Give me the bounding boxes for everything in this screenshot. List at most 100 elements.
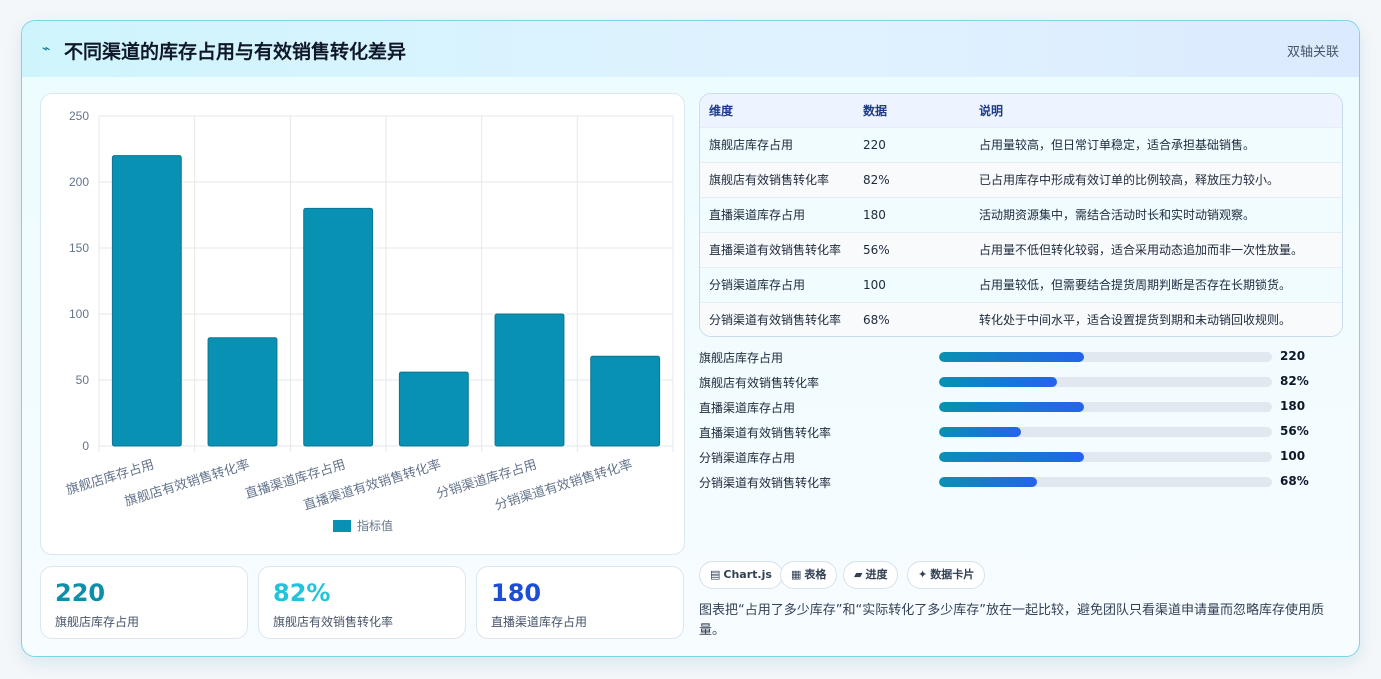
bar-chart: 050100150200250旗舰店库存占用旗舰店有效销售转化率直播渠道库存占用… bbox=[64, 109, 674, 533]
progress-fill bbox=[939, 427, 1021, 437]
chip-table[interactable]: ▦ 表格 bbox=[780, 561, 838, 589]
table-header-note: 说明 bbox=[979, 103, 1004, 118]
progress-fill bbox=[939, 477, 1038, 487]
chip-label: 表格 bbox=[804, 568, 827, 581]
table-row: 分销渠道有效销售转化率 68% 转化处于中间水平，适合设置提货到期和未动销回收规则。 bbox=[700, 302, 1342, 336]
table-row: 旗舰店有效销售转化率 82% 已占用库存中形成有效订单的比例较高，释放压力较小。 bbox=[700, 162, 1342, 197]
progress-label: 分销渠道库存占用 bbox=[699, 451, 796, 465]
bar bbox=[111, 155, 182, 447]
y-tick-label: 200 bbox=[69, 175, 89, 189]
table-cell-data: 180 bbox=[863, 207, 886, 222]
progress-label: 直播渠道库存占用 bbox=[699, 401, 796, 415]
progress-value: 100 bbox=[1280, 449, 1306, 463]
data-table: 维度 数据 说明 旗舰店库存占用 220 占用量较高，但日常订单稳定，适合承担基础销… bbox=[699, 93, 1343, 337]
chip-label: 数据卡片 bbox=[930, 568, 975, 581]
table-header-data: 数据 bbox=[863, 103, 888, 118]
table-cell-note: 占用量较低，但需要结合提货周期判断是否存在长期锁货。 bbox=[979, 278, 1292, 292]
table-icon: ▦ bbox=[791, 568, 802, 581]
progress-fill bbox=[939, 352, 1084, 362]
bar bbox=[303, 207, 374, 447]
progress-label: 旗舰店有效销售转化率 bbox=[699, 376, 820, 390]
header-tag: 双轴关联 bbox=[1286, 45, 1339, 60]
stat-value: 180 bbox=[491, 579, 542, 607]
y-tick-label: 0 bbox=[82, 439, 89, 453]
stat-value: 220 bbox=[55, 579, 106, 607]
chart-description: 图表把“占用了多少库存”和“实际转化了多少库存”放在一起比较，避免团队只看渠道申… bbox=[699, 603, 1324, 638]
table-row: 旗舰店库存占用 220 占用量较高，但日常订单稳定，适合承担基础销售。 bbox=[700, 127, 1342, 162]
stat-card: 220 旗舰店库存占用 bbox=[40, 566, 248, 639]
table-cell-dimension: 旗舰店有效销售转化率 bbox=[709, 173, 830, 187]
stat-label: 旗舰店库存占用 bbox=[55, 615, 140, 629]
chart-icon: ▤ bbox=[710, 568, 721, 581]
table-cell-dimension: 直播渠道有效销售转化率 bbox=[709, 243, 842, 257]
progress-label: 直播渠道有效销售转化率 bbox=[699, 426, 832, 440]
page-title: 不同渠道的库存占用与有效销售转化差异 bbox=[64, 41, 407, 63]
progress-fill bbox=[939, 402, 1084, 412]
progress-track bbox=[939, 452, 1272, 462]
progress-row: 旗舰店库存占用 220 bbox=[699, 345, 1343, 370]
chip-label: Chart.js bbox=[723, 568, 772, 581]
pulse-icon: ⌁ bbox=[42, 41, 51, 57]
progress-value: 56% bbox=[1280, 424, 1309, 438]
table-cell-data: 56% bbox=[863, 242, 890, 257]
progress-list: 旗舰店库存占用 220 旗舰店有效销售转化率 82% 直播渠道库存占用 180 直播渠道有效… bbox=[699, 345, 1343, 495]
table-header-dimension: 维度 bbox=[709, 103, 734, 118]
table-cell-note: 已占用库存中形成有效订单的比例较高，释放压力较小。 bbox=[979, 173, 1280, 187]
table-cell-note: 活动期资源集中，需结合活动时长和实时动销观察。 bbox=[979, 208, 1256, 222]
card-icon: ✦ bbox=[918, 568, 928, 581]
chip-label: 进度 bbox=[865, 568, 888, 581]
table-cell-dimension: 旗舰店库存占用 bbox=[709, 138, 794, 152]
bar bbox=[590, 355, 661, 447]
table-row: 分销渠道库存占用 100 占用量较低，但需要结合提货周期判断是否存在长期锁货。 bbox=[700, 267, 1342, 302]
progress-row: 直播渠道有效销售转化率 56% bbox=[699, 420, 1343, 445]
table-cell-note: 占用量较高，但日常订单稳定，适合承担基础销售。 bbox=[979, 138, 1256, 152]
y-tick-label: 250 bbox=[69, 109, 89, 123]
chip-progress[interactable]: ▰ 进度 bbox=[843, 561, 899, 589]
progress-label: 分销渠道有效销售转化率 bbox=[699, 476, 832, 490]
progress-value: 220 bbox=[1280, 349, 1306, 363]
progress-row: 分销渠道库存占用 100 bbox=[699, 445, 1343, 470]
progress-label: 旗舰店库存占用 bbox=[699, 351, 784, 365]
stat-card: 180 直播渠道库存占用 bbox=[476, 566, 684, 639]
stat-value: 82% bbox=[273, 579, 331, 607]
y-tick-label: 100 bbox=[69, 307, 89, 321]
table-cell-note: 占用量不低但转化较弱，适合采用动态追加而非一次性放量。 bbox=[979, 243, 1304, 257]
table-cell-dimension: 分销渠道有效销售转化率 bbox=[709, 313, 842, 328]
card-header: ⌁ 不同渠道的库存占用与有效销售转化差异 双轴关联 bbox=[22, 21, 1359, 77]
table-cell-data: 220 bbox=[863, 137, 886, 152]
stat-label: 直播渠道库存占用 bbox=[491, 615, 588, 629]
chip-card[interactable]: ✦ 数据卡片 bbox=[907, 561, 986, 589]
stat-card: 82% 旗舰店有效销售转化率 bbox=[258, 566, 466, 639]
progress-track bbox=[939, 402, 1272, 412]
stat-label: 旗舰店有效销售转化率 bbox=[273, 615, 394, 629]
progress-value: 68% bbox=[1280, 474, 1309, 488]
progress-value: 180 bbox=[1280, 399, 1306, 413]
progress-track bbox=[939, 377, 1272, 387]
table-cell-dimension: 直播渠道库存占用 bbox=[709, 208, 806, 222]
progress-track bbox=[939, 427, 1272, 437]
table-cell-data: 100 bbox=[863, 277, 886, 292]
table-cell-data: 82% bbox=[863, 172, 890, 187]
table-cell-dimension: 分销渠道库存占用 bbox=[709, 278, 806, 292]
table-cell-note: 转化处于中间水平，适合设置提货到期和未动销回收规则。 bbox=[979, 313, 1292, 328]
progress-fill bbox=[939, 452, 1084, 462]
progress-icon: ▰ bbox=[854, 568, 863, 581]
bar-chart-panel: 0 50 100 150 200 250 旗舰店库存占用 旗舰店有效销售转化率 直播渠道库存占用… bbox=[40, 93, 685, 555]
legend-swatch bbox=[333, 520, 351, 532]
legend-label: 指标值 bbox=[357, 518, 393, 533]
progress-fill bbox=[939, 377, 1058, 387]
chip-chart[interactable]: ▤ Chart.js bbox=[699, 561, 783, 589]
dashboard-card: ⌁ 不同渠道的库存占用与有效销售转化差异 双轴关联 0 50 100 150 200 25… bbox=[21, 20, 1360, 657]
progress-row: 旗舰店有效销售转化率 82% bbox=[699, 370, 1343, 395]
table-row: 直播渠道库存占用 180 活动期资源集中，需结合活动时长和实时动销观察。 bbox=[700, 197, 1342, 232]
table-cell-data: 68% bbox=[863, 312, 890, 327]
bar bbox=[494, 313, 565, 447]
y-tick-label: 50 bbox=[76, 373, 90, 387]
progress-track bbox=[939, 477, 1272, 487]
progress-row: 直播渠道库存占用 180 bbox=[699, 395, 1343, 420]
table-header-row: 维度 数据 说明 bbox=[700, 94, 1342, 127]
progress-track bbox=[939, 352, 1272, 362]
bar bbox=[207, 337, 278, 447]
table-row: 直播渠道有效销售转化率 56% 占用量不低但转化较弱，适合采用动态追加而非一次性放量… bbox=[700, 232, 1342, 267]
progress-row: 分销渠道有效销售转化率 68% bbox=[699, 470, 1343, 495]
